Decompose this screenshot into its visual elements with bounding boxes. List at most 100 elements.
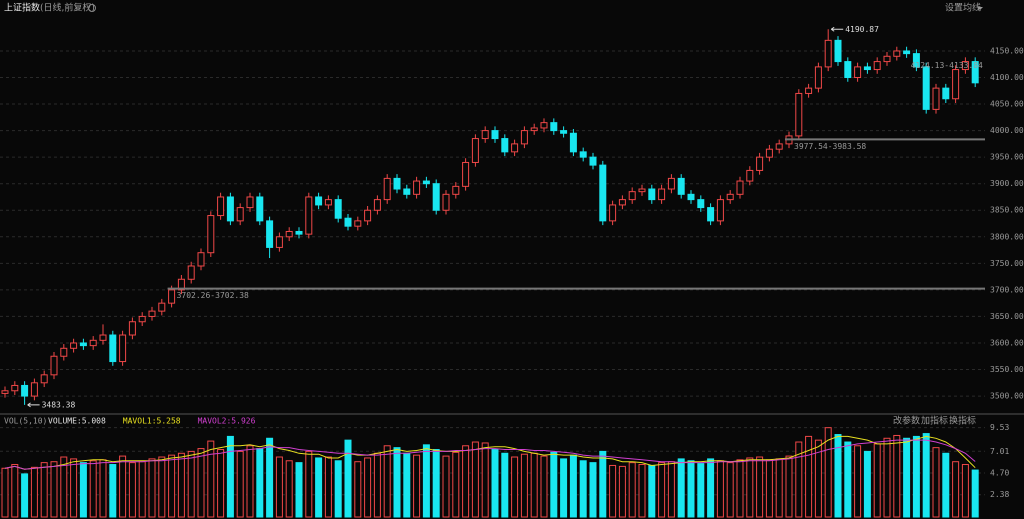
volume-bar xyxy=(70,458,78,518)
candle-body xyxy=(344,217,352,227)
volume-bar xyxy=(589,462,597,518)
candle-body xyxy=(383,177,391,201)
y-tick-label: 9.53 xyxy=(990,423,1009,432)
candle-body xyxy=(138,315,146,323)
candle-body xyxy=(187,265,195,280)
volume-bar xyxy=(246,445,254,518)
y-tick-label: 4050.00 xyxy=(990,100,1024,109)
candle-body xyxy=(530,127,538,132)
volume-bar xyxy=(942,452,950,518)
volume-bar xyxy=(677,458,685,518)
volume-bar xyxy=(413,454,421,518)
volume-bar xyxy=(491,449,499,518)
volume-bar xyxy=(883,437,891,518)
switch-indicator[interactable]: 换指标 xyxy=(949,415,976,427)
candle-body xyxy=(873,61,881,71)
volume-title: VOL(5,10) xyxy=(4,417,47,426)
candle-body xyxy=(687,193,695,201)
candle-body xyxy=(863,66,871,71)
candle-body xyxy=(373,199,381,211)
volume-bar xyxy=(785,455,793,518)
volume-bar xyxy=(128,462,136,518)
candle-body xyxy=(275,236,283,248)
candle-body xyxy=(1,390,9,394)
volume-bar xyxy=(550,451,558,518)
y-tick-label: 3900.00 xyxy=(990,179,1024,188)
volume-bar xyxy=(89,460,97,518)
y-tick-label: 3650.00 xyxy=(990,312,1024,321)
volume-bar xyxy=(922,433,930,518)
candle-body xyxy=(354,220,362,227)
volume-bar xyxy=(667,461,675,518)
candle-body xyxy=(814,66,822,89)
volume-bar xyxy=(658,462,666,518)
candle-body xyxy=(824,39,832,68)
volume-bar xyxy=(511,456,519,518)
ma-settings[interactable]: 设置均线 xyxy=(945,2,981,14)
candle-body xyxy=(618,199,626,206)
title: 上证指数 xyxy=(4,2,40,14)
volume-bar xyxy=(746,457,754,518)
candle-body xyxy=(148,310,156,317)
volume-bar xyxy=(197,448,205,518)
change-params[interactable]: 改参数 xyxy=(893,415,920,427)
volume-bar xyxy=(912,435,920,518)
volume-bar xyxy=(775,458,783,518)
candle-body xyxy=(236,207,244,222)
candle-body xyxy=(217,196,225,217)
volume-bar xyxy=(226,435,234,518)
volume-bar xyxy=(805,435,813,518)
volume-bar xyxy=(344,439,352,518)
volume-bar xyxy=(765,459,773,518)
candle-body xyxy=(775,143,783,150)
volume-bar xyxy=(11,464,19,518)
candle-body xyxy=(511,143,519,153)
candle-body xyxy=(246,196,254,209)
volume-bar xyxy=(119,455,127,518)
candle-body xyxy=(305,196,313,235)
volume-bar xyxy=(481,442,489,518)
candle-body xyxy=(197,252,205,267)
candle-body xyxy=(638,188,646,193)
y-tick-label: 3500.00 xyxy=(990,392,1024,401)
volume-bar xyxy=(99,459,107,518)
candle-body xyxy=(99,334,107,341)
candle-body xyxy=(677,177,685,195)
volume-bar xyxy=(756,456,764,518)
volume-bar xyxy=(609,464,617,518)
dropdown-arrow[interactable] xyxy=(977,7,983,10)
candle-body xyxy=(579,151,587,158)
volume-bar xyxy=(393,447,401,518)
y-tick-label: 4100.00 xyxy=(990,73,1024,82)
volume-bar xyxy=(814,439,822,518)
candle-body xyxy=(609,204,617,222)
volume-bar xyxy=(305,450,313,518)
y-tick-label: 3800.00 xyxy=(990,232,1024,241)
volume-bar xyxy=(422,444,430,518)
y-tick-label: 7.01 xyxy=(990,447,1009,456)
volume-bar xyxy=(736,459,744,518)
y-tick-label: 3700.00 xyxy=(990,285,1024,294)
volume-bar xyxy=(971,469,979,518)
candle-body xyxy=(89,339,97,347)
volume-bar xyxy=(952,461,960,518)
legend-entry: MAVOL2:5.926 xyxy=(198,417,256,426)
candle-body xyxy=(422,180,430,185)
ma-line xyxy=(4,439,976,470)
candle-body xyxy=(226,196,234,222)
volume-bar xyxy=(540,455,548,518)
volume-bar xyxy=(138,461,146,518)
y-tick-label: 4.70 xyxy=(990,468,1009,477)
volume-bar xyxy=(79,462,87,518)
candle-body xyxy=(952,69,960,100)
candle-body xyxy=(893,50,901,57)
add-indicator[interactable]: 加指标 xyxy=(921,415,948,427)
candle-body xyxy=(334,199,342,219)
volume-bar xyxy=(275,456,283,518)
y-tick-label: 3950.00 xyxy=(990,153,1024,162)
volume-bar xyxy=(373,452,381,518)
candle-body xyxy=(21,384,29,397)
settings-icon[interactable] xyxy=(88,4,96,12)
